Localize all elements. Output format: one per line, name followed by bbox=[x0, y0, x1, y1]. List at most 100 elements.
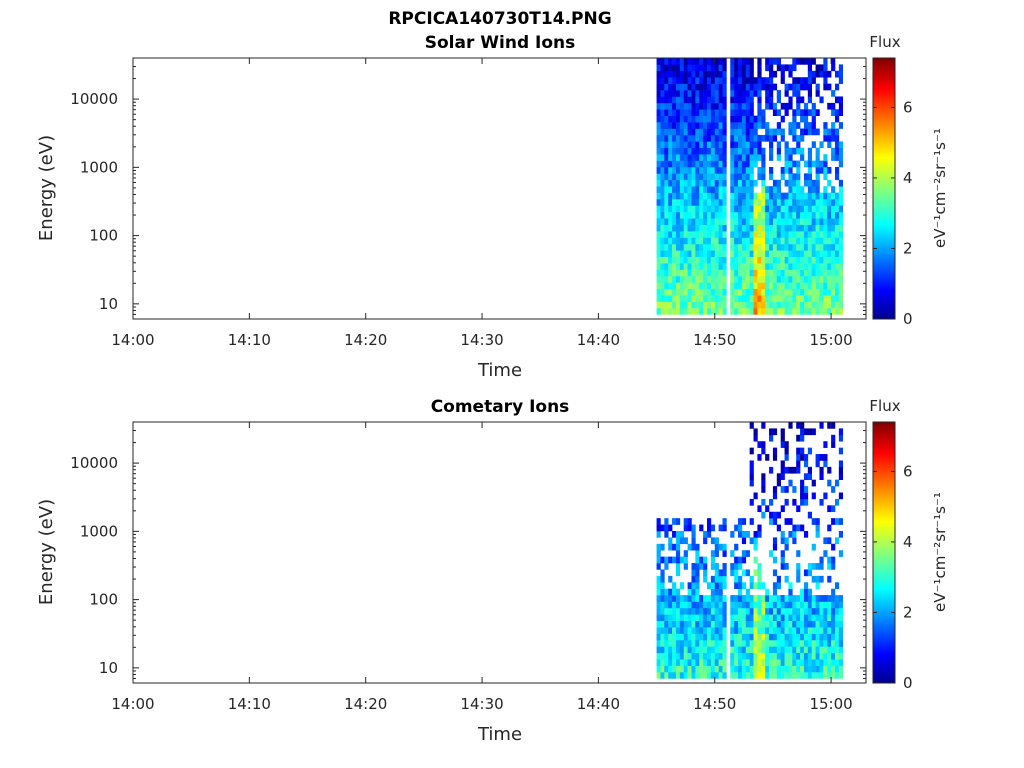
heatmap-cell bbox=[741, 646, 747, 654]
heatmap-cell bbox=[691, 141, 696, 149]
heatmap-cell bbox=[792, 537, 797, 545]
heatmap-cell bbox=[738, 224, 743, 232]
heatmap-cell bbox=[664, 83, 669, 91]
heatmap-cell bbox=[765, 620, 770, 628]
heatmap-cell bbox=[722, 199, 727, 206]
heatmap-cell bbox=[687, 672, 692, 679]
heatmap-cell bbox=[687, 186, 692, 193]
heatmap-cell bbox=[800, 77, 805, 84]
heatmap-cell bbox=[699, 243, 704, 251]
heatmap-cell bbox=[679, 58, 685, 65]
heatmap-cell bbox=[807, 218, 813, 225]
x-tick-label: 15:00 bbox=[809, 331, 852, 349]
heatmap-cell bbox=[687, 122, 692, 129]
heatmap-cell bbox=[718, 115, 723, 123]
heatmap-cell bbox=[772, 243, 778, 251]
heatmap-cell bbox=[745, 154, 750, 161]
heatmap-cell bbox=[761, 250, 766, 258]
heatmap-cell bbox=[664, 659, 669, 666]
heatmap-cell bbox=[706, 199, 712, 206]
heatmap-cell bbox=[838, 620, 844, 628]
heatmap-cell bbox=[679, 90, 685, 97]
heatmap-cell bbox=[823, 218, 828, 225]
heatmap-cell bbox=[664, 64, 669, 72]
heatmap-cell bbox=[660, 218, 665, 225]
heatmap-cell bbox=[749, 614, 754, 622]
heatmap-cell bbox=[722, 154, 727, 161]
heatmap-cell bbox=[765, 639, 770, 647]
heatmap-cell bbox=[691, 672, 696, 679]
heatmap-cell bbox=[710, 665, 716, 673]
heatmap-cell bbox=[656, 141, 661, 149]
heatmap-cell bbox=[838, 288, 844, 296]
heatmap-cell bbox=[687, 141, 692, 149]
heatmap-cell bbox=[796, 550, 801, 557]
heatmap-cell bbox=[803, 454, 809, 461]
heatmap-cell bbox=[838, 652, 844, 660]
heatmap-cell bbox=[656, 173, 661, 181]
heatmap-cell bbox=[706, 218, 712, 225]
heatmap-cell bbox=[811, 563, 816, 570]
heatmap-cell bbox=[741, 537, 747, 545]
heatmap-cell bbox=[815, 646, 820, 654]
heatmap-cell bbox=[792, 288, 797, 296]
heatmap-cell bbox=[749, 518, 754, 525]
heatmap-cell bbox=[706, 633, 712, 641]
heatmap-cell bbox=[823, 243, 828, 251]
heatmap-cell bbox=[714, 160, 719, 168]
heatmap-cell bbox=[807, 243, 813, 251]
heatmap-cell bbox=[730, 237, 735, 245]
heatmap-cell bbox=[811, 160, 816, 168]
heatmap-cell bbox=[807, 627, 813, 634]
heatmap-cell bbox=[834, 263, 840, 270]
heatmap-cell bbox=[761, 601, 766, 609]
heatmap-cell bbox=[699, 205, 704, 213]
heatmap-cell bbox=[780, 70, 785, 78]
heatmap-cell bbox=[695, 295, 700, 302]
heatmap-cell bbox=[668, 308, 673, 315]
heatmap-cell bbox=[765, 633, 770, 641]
heatmap-cell bbox=[803, 275, 809, 283]
heatmap-cell bbox=[745, 243, 750, 251]
heatmap-cell bbox=[722, 543, 727, 551]
heatmap-cell bbox=[784, 211, 789, 219]
heatmap-cell bbox=[656, 588, 661, 596]
heatmap-cell bbox=[691, 128, 696, 136]
heatmap-cell bbox=[803, 486, 809, 493]
heatmap-cell bbox=[796, 308, 801, 315]
heatmap-cell bbox=[831, 102, 836, 110]
heatmap-cell bbox=[838, 263, 844, 270]
heatmap-cell bbox=[803, 282, 809, 290]
heatmap-cell bbox=[741, 295, 747, 302]
heatmap-cell bbox=[672, 595, 677, 602]
heatmap-cell bbox=[695, 672, 700, 679]
heatmap-cell bbox=[656, 96, 661, 104]
heatmap-cell bbox=[660, 575, 665, 583]
heatmap-cell bbox=[706, 256, 712, 264]
heatmap-cell bbox=[769, 518, 774, 525]
heatmap-cell bbox=[679, 250, 685, 258]
heatmap-cell bbox=[823, 672, 828, 679]
heatmap-cell bbox=[706, 308, 712, 315]
heatmap-cell bbox=[714, 115, 719, 123]
heatmap-cell bbox=[827, 256, 832, 264]
heatmap-cell bbox=[807, 64, 813, 72]
heatmap-cell bbox=[780, 166, 785, 174]
heatmap-cell bbox=[675, 218, 681, 225]
x-axis-label: Time bbox=[477, 360, 522, 381]
heatmap-cell bbox=[675, 70, 681, 78]
heatmap-cell bbox=[788, 166, 793, 174]
heatmap-cell bbox=[784, 83, 789, 91]
heatmap-cell bbox=[722, 601, 727, 609]
heatmap-cell bbox=[827, 250, 832, 258]
heatmap-cell bbox=[753, 263, 758, 270]
heatmap-cell bbox=[710, 173, 716, 181]
heatmap-cell bbox=[838, 64, 844, 72]
heatmap-cell bbox=[815, 282, 820, 290]
heatmap-cell bbox=[691, 192, 696, 200]
heatmap-cell bbox=[819, 211, 824, 219]
heatmap-cell bbox=[788, 518, 793, 525]
heatmap-cell bbox=[738, 96, 743, 104]
heatmap-cell bbox=[672, 582, 677, 589]
heatmap-cell bbox=[800, 192, 805, 200]
